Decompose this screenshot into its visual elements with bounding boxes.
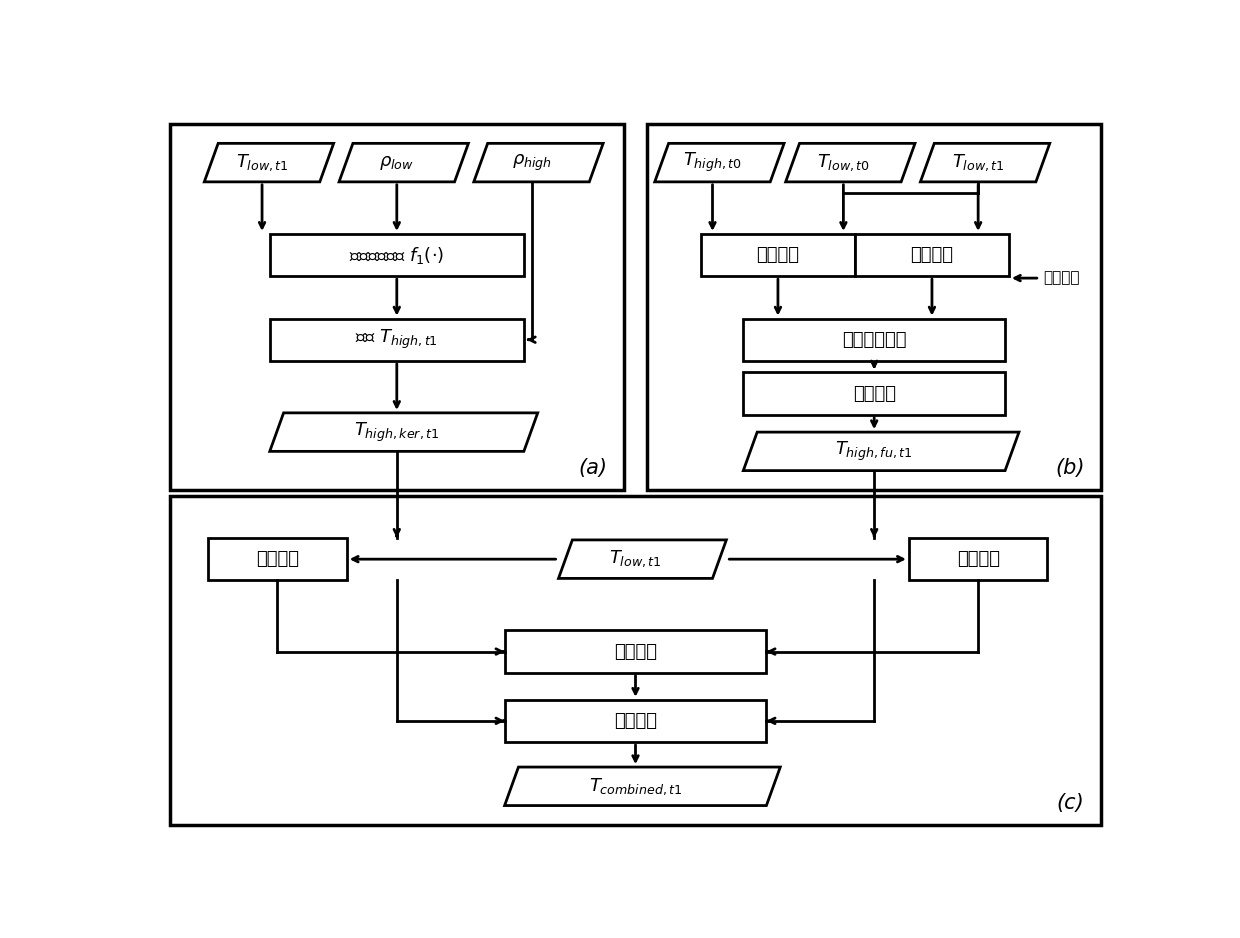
Polygon shape bbox=[558, 540, 727, 579]
Text: 权重计算: 权重计算 bbox=[853, 385, 895, 402]
Polygon shape bbox=[920, 144, 1050, 182]
Bar bbox=[270, 234, 523, 276]
Polygon shape bbox=[655, 144, 784, 182]
Bar bbox=[854, 234, 1009, 276]
Bar bbox=[909, 538, 1048, 581]
Text: (b): (b) bbox=[1055, 459, 1085, 478]
Polygon shape bbox=[270, 413, 538, 451]
Text: $\rho_{high}$: $\rho_{high}$ bbox=[512, 153, 552, 173]
Text: 误差分析: 误差分析 bbox=[956, 551, 999, 568]
Text: $T_{high,ker,t1}$: $T_{high,ker,t1}$ bbox=[355, 420, 439, 444]
Polygon shape bbox=[505, 767, 780, 806]
Bar bbox=[743, 372, 1006, 415]
Text: $\rho_{low}$: $\rho_{low}$ bbox=[379, 154, 414, 172]
Text: 时间差异: 时间差异 bbox=[910, 246, 954, 264]
Bar bbox=[270, 319, 523, 361]
Text: 寻找相似像元: 寻找相似像元 bbox=[842, 331, 906, 349]
Text: 训练回归函数 $f_1(\cdot)$: 训练回归函数 $f_1(\cdot)$ bbox=[350, 245, 444, 265]
Text: $T_{high,fu,t1}$: $T_{high,fu,t1}$ bbox=[836, 440, 913, 463]
Bar bbox=[208, 538, 347, 581]
Bar bbox=[170, 124, 624, 490]
Bar bbox=[505, 700, 766, 742]
Bar bbox=[647, 124, 1101, 490]
Polygon shape bbox=[339, 144, 469, 182]
Text: 空间差异: 空间差异 bbox=[756, 246, 800, 264]
Text: $T_{combined,t1}$: $T_{combined,t1}$ bbox=[589, 776, 682, 796]
Text: $T_{high,t0}$: $T_{high,t0}$ bbox=[683, 151, 742, 174]
Text: (a): (a) bbox=[578, 459, 608, 478]
Text: 误差分析: 误差分析 bbox=[255, 551, 299, 568]
Text: (c): (c) bbox=[1056, 794, 1085, 813]
Text: 移动窗口: 移动窗口 bbox=[1044, 270, 1080, 285]
Text: $T_{low,t1}$: $T_{low,t1}$ bbox=[952, 152, 1004, 173]
Text: $T_{low,t0}$: $T_{low,t0}$ bbox=[817, 152, 870, 173]
Text: $T_{low,t1}$: $T_{low,t1}$ bbox=[236, 152, 289, 173]
Text: 权重计算: 权重计算 bbox=[614, 643, 657, 660]
Polygon shape bbox=[474, 144, 603, 182]
Text: $T_{low,t1}$: $T_{low,t1}$ bbox=[609, 549, 662, 569]
Bar bbox=[505, 630, 766, 673]
Bar bbox=[743, 319, 1006, 361]
Polygon shape bbox=[786, 144, 915, 182]
Polygon shape bbox=[743, 432, 1019, 471]
Bar bbox=[170, 496, 1101, 825]
Text: 合并结果: 合并结果 bbox=[614, 712, 657, 730]
Text: 计算 $T_{high,t1}$: 计算 $T_{high,t1}$ bbox=[356, 328, 438, 352]
Bar bbox=[701, 234, 854, 276]
Polygon shape bbox=[205, 144, 334, 182]
